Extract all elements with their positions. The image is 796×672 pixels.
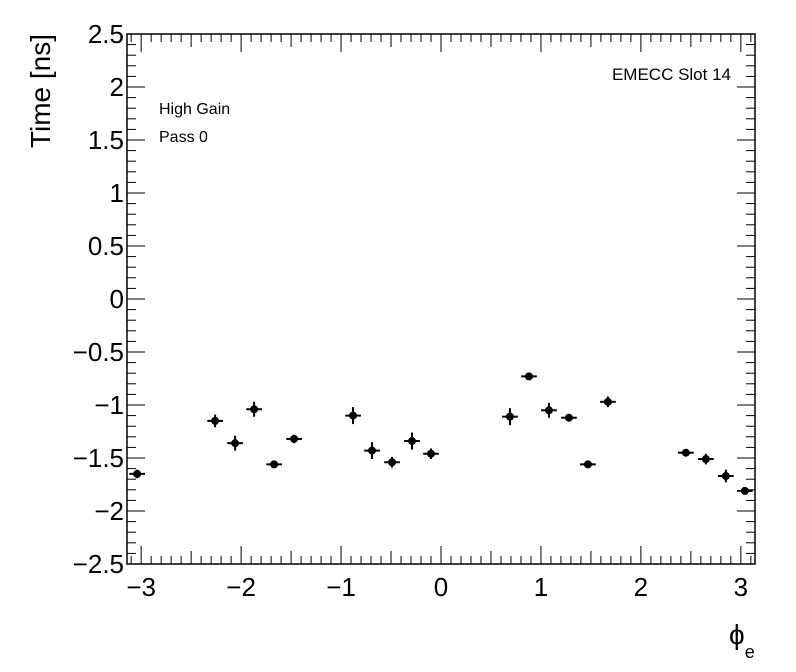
data-point [364, 442, 380, 460]
y-tick-label: −2.5 [73, 549, 124, 579]
annotation-pass: Pass 0 [159, 129, 208, 146]
y-axis-title: Time [ns] [25, 34, 56, 148]
data-point [718, 469, 734, 483]
point-marker [701, 455, 710, 464]
point-marker [427, 449, 436, 458]
point-marker [721, 472, 730, 481]
y-tick-label: 0 [110, 284, 124, 314]
x-tick-label: 1 [534, 572, 548, 602]
y-tick-label: 2.5 [88, 19, 124, 49]
y-tick-label: 0.5 [88, 231, 124, 261]
data-point [600, 396, 616, 408]
x-tick-label: −1 [326, 572, 356, 602]
data-point [129, 469, 146, 479]
x-axis-tick-labels: −3 −2 −1 0 1 2 3 [126, 572, 748, 602]
data-point [384, 456, 400, 468]
data-point [404, 432, 420, 450]
data-point [541, 402, 557, 418]
point-marker [544, 406, 553, 415]
data-point [246, 401, 262, 417]
x-tick-label: 2 [634, 572, 648, 602]
point-marker [270, 460, 279, 469]
point-marker [583, 460, 592, 469]
x-axis-title: ϕe [729, 619, 755, 662]
point-marker [388, 458, 397, 467]
data-point [207, 414, 223, 428]
x-axis-ticks [130, 34, 752, 564]
data-point [521, 372, 537, 381]
y-tick-label: 2 [110, 72, 124, 102]
data-point [678, 448, 694, 457]
y-tick-label: 1.5 [88, 125, 124, 155]
data-point [502, 408, 518, 426]
y-axis-tick-labels: −2.5 −2 −1.5 −1 −0.5 0 0.5 1 1.5 2 2.5 [73, 19, 124, 579]
data-point [736, 486, 753, 495]
annotation-gain: High Gain [159, 101, 230, 118]
y-tick-label: −0.5 [73, 337, 124, 367]
data-point [698, 453, 714, 465]
point-marker [505, 412, 514, 421]
data-points [129, 372, 753, 495]
y-axis-ticks [127, 33, 755, 565]
point-marker [564, 413, 573, 422]
point-marker [290, 434, 299, 443]
point-marker [524, 372, 533, 381]
x-axis-title-subscript: e [745, 642, 755, 662]
data-point [286, 434, 302, 444]
point-marker [250, 405, 259, 414]
x-axis-title-symbol: ϕ [729, 619, 745, 650]
data-point [580, 460, 596, 469]
point-marker [231, 439, 240, 448]
x-tick-label: 0 [434, 572, 448, 602]
data-point [227, 435, 243, 451]
data-point [561, 413, 577, 422]
y-tick-label: −1 [94, 390, 124, 420]
y-tick-label: −2 [94, 496, 124, 526]
point-marker [408, 437, 417, 446]
point-marker [211, 416, 220, 425]
point-marker [368, 446, 377, 455]
y-tick-label: 1 [110, 178, 124, 208]
annotation-slot: EMECC Slot 14 [612, 65, 731, 84]
data-point [423, 448, 439, 460]
point-marker [681, 448, 690, 457]
y-tick-label: −1.5 [73, 443, 124, 473]
x-tick-label: 3 [734, 572, 748, 602]
point-marker [603, 397, 612, 406]
point-marker [349, 411, 358, 420]
point-marker [133, 469, 142, 478]
data-point [266, 460, 282, 469]
x-tick-label: −3 [126, 572, 156, 602]
data-point [345, 407, 361, 425]
point-marker [740, 486, 749, 495]
x-tick-label: −2 [226, 572, 256, 602]
